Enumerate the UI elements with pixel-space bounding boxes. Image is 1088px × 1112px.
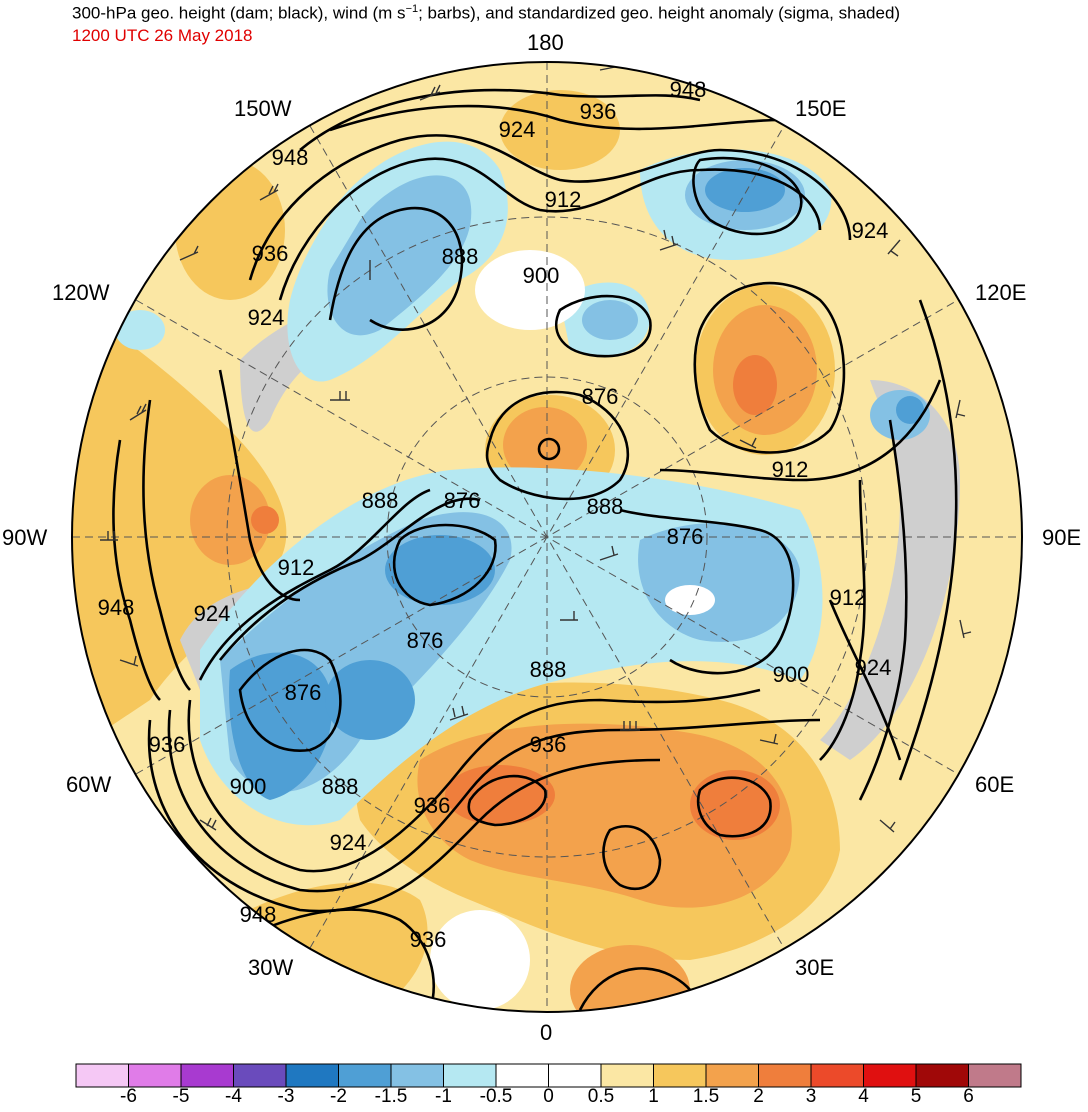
contour-label: 912 [544,187,582,212]
colorbar-label: 3 [805,1086,817,1107]
lon-label-60w: 60W [66,772,112,797]
contour-label: 900 [229,774,267,799]
lon-label-30w: 30W [248,955,294,980]
lon-label-150w: 150W [234,96,292,121]
colorbar-label: 4 [858,1086,869,1107]
colorbar-label: -2 [330,1086,347,1107]
lon-label-top: 180 [527,30,564,55]
contour-label: 876 [666,524,704,549]
anomaly-cold [115,310,165,350]
anomaly-cold [896,396,924,424]
anomaly-warm [733,355,777,415]
colorbar-label: 2 [753,1086,764,1107]
anomaly-cold [327,175,472,336]
colorbar-label: -0.5 [479,1086,513,1107]
anomaly-cold [229,652,332,800]
anomaly-zero [665,585,715,615]
contour-label: 888 [361,488,399,513]
anomaly-cold [705,168,785,212]
colorbar-label: -6 [120,1086,137,1107]
contour-label: 900 [772,662,810,687]
contour-label: 924 [851,218,889,243]
anomaly-warm [503,407,587,483]
contour-label: 948 [97,595,135,620]
contour-label: 936 [413,793,451,818]
anomaly-cold [385,535,495,605]
anomaly-cold [325,660,415,740]
colorbar-label: 1 [648,1086,659,1107]
contour-label: 948 [669,77,707,102]
anomaly-warm [445,765,555,825]
height-contours [112,88,958,1012]
graticule [72,62,1022,1012]
valid-time: 1200 UTC 26 May 2018 [72,26,253,45]
contour-label: 900 [522,263,560,288]
lon-label-120e: 120E [975,280,1027,305]
contour-label: 936 [529,732,567,757]
lon-label-30e: 30E [795,955,835,980]
contour-label: 888 [441,244,479,269]
colorbar-label: -5 [172,1086,190,1107]
anomaly-cold [582,300,638,340]
anomaly-zero [430,910,530,1010]
lon-label-bottom: 0 [540,1020,553,1045]
contour-label: 936 [409,927,447,952]
lon-label-left: 90W [2,525,48,550]
contour-label: 876 [284,680,322,705]
contour-label: 912 [829,585,867,610]
anomaly-warm [570,945,690,1012]
colorbar-label: -1 [435,1086,452,1107]
contour-label: 936 [148,732,186,757]
colorbar-label: 0.5 [587,1086,615,1107]
anomaly-zero [475,250,585,330]
contour-label: 948 [271,145,309,170]
contour-label: 936 [251,241,289,266]
contour-label: 924 [498,117,536,142]
colorbar-label: 0 [543,1086,554,1107]
contour-label: 948 [239,902,277,927]
contour-label: 888 [529,657,567,682]
contour-label: 924 [193,601,231,626]
anomaly-warm [500,90,620,170]
contour-label: 924 [247,305,285,330]
contour-label: 888 [586,494,624,519]
colorbar-label: 1.5 [692,1086,720,1107]
contour-label: 912 [771,457,809,482]
map-boundary [71,61,1023,1013]
chart-title: 300-hPa geo. height (dam; black), wind (… [72,3,901,23]
anomaly-warm [72,300,287,760]
anomaly-warm [175,160,285,300]
colorbar-label: -1.5 [374,1086,408,1107]
contour-label: 876 [581,384,619,409]
contour-label: 888 [321,774,359,799]
colorbar-label: 6 [963,1086,974,1107]
contour-label: 876 [406,628,444,653]
lon-label-120w: 120W [52,280,110,305]
contour-label: 924 [854,655,892,680]
lon-label-150e: 150E [795,96,847,121]
contour-label: 924 [329,830,367,855]
contour-label: 936 [579,99,617,124]
anomaly-warm [251,506,279,534]
lon-label-right: 90E [1042,525,1082,550]
anomaly-warm [690,770,780,840]
colorbar-label: -3 [277,1086,295,1107]
anomaly-neutral [820,380,960,760]
contour-label: 912 [277,555,315,580]
lon-label-60e: 60E [975,772,1015,797]
contour-label: 876 [443,488,481,513]
colorbar-label: -4 [225,1086,242,1107]
colorbar-label: 5 [910,1086,922,1107]
